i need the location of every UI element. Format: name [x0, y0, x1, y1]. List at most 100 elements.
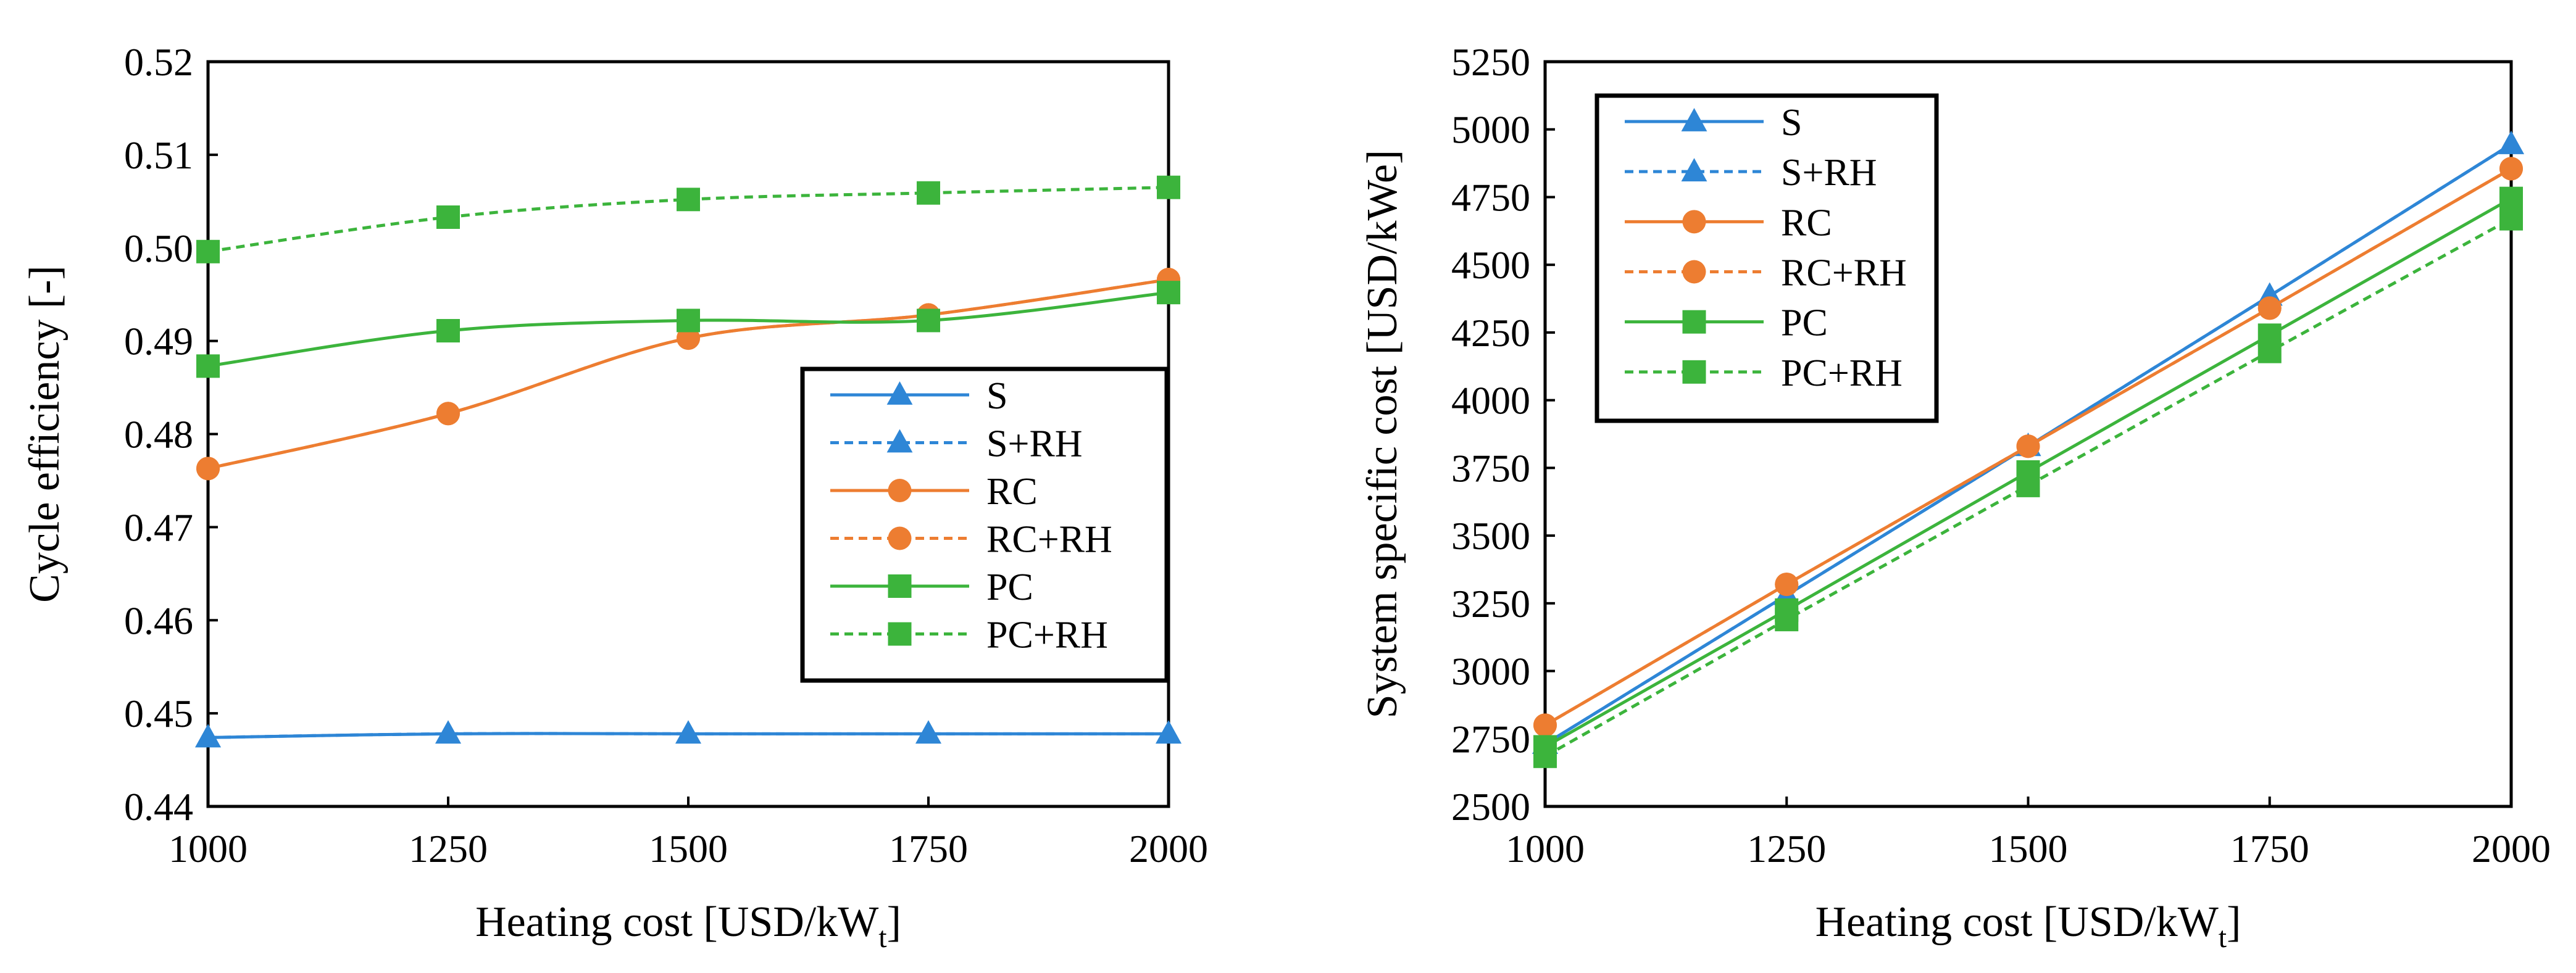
legend-label: RC	[1781, 202, 1832, 244]
legend-marker	[1682, 260, 1706, 284]
legend-item: RC+RH	[830, 519, 1112, 561]
data-point	[2499, 157, 2523, 181]
legend-label: PC+RH	[986, 615, 1108, 656]
legend-item: PC+RH	[1625, 352, 1903, 394]
y-tick-label: 0.51	[124, 133, 193, 177]
chart-2: 2500 2750 3000 3250 3500 3750 4000 4250 4500 4750…	[1359, 40, 2551, 954]
legend-marker	[1681, 158, 1707, 182]
x-tick-label: 1250	[409, 827, 488, 871]
data-point	[2016, 434, 2040, 458]
y-tick-label: 3250	[1451, 582, 1530, 626]
data-point	[2498, 130, 2524, 154]
legend-box	[800, 366, 1169, 683]
legend-label: S	[1781, 102, 1802, 144]
legend: S S+RH RC RC+RH PC PC+RH	[800, 366, 1169, 683]
x-tick-label: 1250	[1747, 827, 1826, 871]
data-point	[675, 720, 701, 744]
data-point	[436, 402, 460, 426]
x-tick-label: 2000	[2472, 827, 2551, 871]
legend-marker	[1681, 108, 1707, 131]
y-axis-title: Cycle efficiency [-]	[21, 265, 69, 603]
x-axis-title: Heating cost [USD/kWt]	[475, 898, 901, 954]
x-tick-label: 1500	[1989, 827, 2068, 871]
y-tick-label: 4250	[1451, 311, 1530, 355]
data-point	[915, 720, 941, 744]
y-tick-label: 2500	[1451, 785, 1530, 829]
legend-marker	[886, 381, 913, 405]
data-point	[677, 326, 700, 350]
legend-marker	[1682, 310, 1706, 334]
legend-item: PC+RH	[830, 615, 1108, 656]
legend-label: RC	[986, 471, 1038, 513]
data-point	[2257, 339, 2282, 363]
data-point	[1533, 744, 1557, 768]
y-tick-label: 0.46	[124, 598, 193, 642]
legend-label: S+RH	[1781, 152, 1877, 194]
legend-marker	[886, 429, 913, 453]
legend-item: S+RH	[830, 423, 1083, 465]
y-axis-title: System specific cost [USD/kWe]	[1359, 150, 1406, 719]
y-tick-label: 0.45	[124, 692, 193, 735]
y-tick-label: 0.49	[124, 320, 193, 363]
x-tick-label: 1000	[169, 827, 248, 871]
y-tick-label: 5250	[1451, 40, 1530, 84]
legend-item: S+RH	[1625, 152, 1877, 194]
y-tick-label: 0.44	[124, 785, 193, 829]
legend-item: RC+RH	[1625, 252, 1907, 294]
data-point	[677, 308, 700, 333]
y-tick-label: 4000	[1451, 379, 1530, 423]
x-tick-label: 1750	[889, 827, 968, 871]
y-tick-label: 3750	[1451, 446, 1530, 490]
data-point	[436, 319, 460, 343]
y-tick-label: 0.50	[124, 226, 193, 270]
data-point	[1157, 281, 1180, 305]
y-tick-label: 4750	[1451, 175, 1530, 219]
legend-item: PC	[1625, 302, 1828, 344]
data-point	[1533, 713, 1557, 737]
y-tick-label: 3500	[1451, 514, 1530, 558]
chart-1: 0.44 0.45 0.46 0.47 0.48 0.49 0.50 0.51 0.52 1000…	[21, 40, 1208, 954]
y-tick-label: 5000	[1451, 108, 1530, 152]
y-tick-label: 0.52	[124, 40, 193, 84]
series-line	[1544, 143, 2512, 746]
data-point	[436, 205, 460, 229]
legend-item: S	[830, 375, 1007, 417]
legend-label: RC+RH	[986, 519, 1112, 561]
legend-box	[1594, 93, 1939, 423]
legend-item: RC	[1625, 202, 1832, 244]
legend-label: RC+RH	[1781, 252, 1907, 294]
legend-marker	[888, 479, 912, 502]
series-rc-plus-rh	[1533, 157, 2523, 737]
data-point	[2016, 473, 2040, 497]
legend-label: PC+RH	[1781, 352, 1903, 394]
legend-item: PC	[830, 566, 1033, 608]
data-point	[2499, 186, 2523, 210]
y-tick-label: 2750	[1451, 717, 1530, 761]
legend-marker	[888, 574, 912, 598]
legend-label: PC	[986, 566, 1033, 608]
legend-marker	[1682, 360, 1706, 384]
x-axis-title: Heating cost [USD/kWt]	[1815, 898, 2241, 954]
data-point	[1775, 608, 1799, 632]
series-pc-plus-rh	[1533, 207, 2523, 768]
data-point	[435, 720, 461, 744]
data-point	[2499, 207, 2523, 231]
data-point	[677, 188, 700, 212]
legend-label: S	[986, 375, 1007, 417]
y-tick-label: 0.48	[124, 413, 193, 457]
data-point	[196, 354, 220, 378]
x-tick-label: 1750	[2230, 827, 2309, 871]
y-tick-label: 0.47	[124, 505, 193, 549]
legend-item: S	[1625, 102, 1802, 144]
legend: S S+RH RC RC+RH PC PC+RH	[1594, 93, 1939, 423]
series-pc	[196, 281, 1180, 378]
data-point	[196, 457, 220, 481]
x-tick-label: 1500	[649, 827, 728, 871]
legend-marker	[1682, 210, 1706, 234]
data-point	[2257, 296, 2282, 320]
legend-item: RC	[830, 471, 1038, 513]
data-point	[1156, 720, 1182, 744]
data-point	[1157, 175, 1180, 199]
y-tick-label: 4500	[1451, 243, 1530, 287]
